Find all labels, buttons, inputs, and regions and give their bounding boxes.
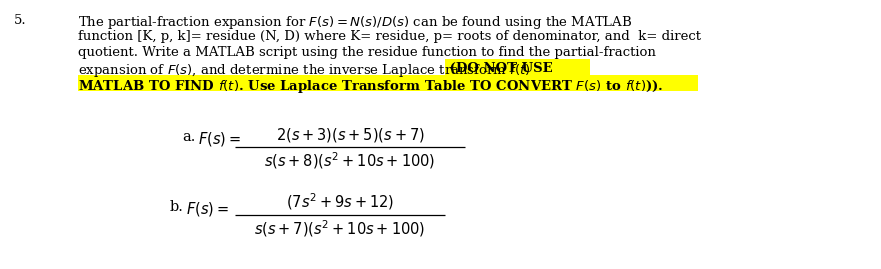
Text: MATLAB TO FIND $\mathit{f(t)}$. Use Laplace Transform Table TO CONVERT $\mathit{: MATLAB TO FIND $\mathit{f(t)}$. Use Lapl… xyxy=(78,78,663,95)
Text: $2(s+3)(s+5)(s+7)$: $2(s+3)(s+5)(s+7)$ xyxy=(276,126,425,144)
Text: The partial-fraction expansion for $\mathit{F(s) = N(s)/D(s)}$ can be found usin: The partial-fraction expansion for $\mat… xyxy=(78,14,633,31)
Text: b.: b. xyxy=(170,200,184,214)
Text: $s(s+7)(s^{2}+10s+100)$: $s(s+7)(s^{2}+10s+100)$ xyxy=(255,218,426,239)
Text: $F(s)=$: $F(s)=$ xyxy=(186,200,229,218)
Text: $(7s^{2}+9s+12)$: $(7s^{2}+9s+12)$ xyxy=(286,191,394,212)
Bar xyxy=(78,75,698,91)
Bar xyxy=(445,59,590,75)
Text: expansion of $\mathit{F(s)}$, and determine the inverse Laplace transform $\math: expansion of $\mathit{F(s)}$, and determ… xyxy=(78,62,530,79)
Text: (DO NOT USE: (DO NOT USE xyxy=(445,62,552,75)
Text: quotient. Write a MATLAB script using the residue function to find the partial-f: quotient. Write a MATLAB script using th… xyxy=(78,46,655,59)
Text: a.: a. xyxy=(182,130,196,144)
Text: $F(s)=$: $F(s)=$ xyxy=(198,130,241,148)
Text: 5.: 5. xyxy=(14,14,26,27)
Text: $s(s+8)(s^{2}+10s+100)$: $s(s+8)(s^{2}+10s+100)$ xyxy=(264,150,436,171)
Text: function [K, p, k]= residue (N, D) where K= residue, p= roots of denominator, an: function [K, p, k]= residue (N, D) where… xyxy=(78,30,701,43)
